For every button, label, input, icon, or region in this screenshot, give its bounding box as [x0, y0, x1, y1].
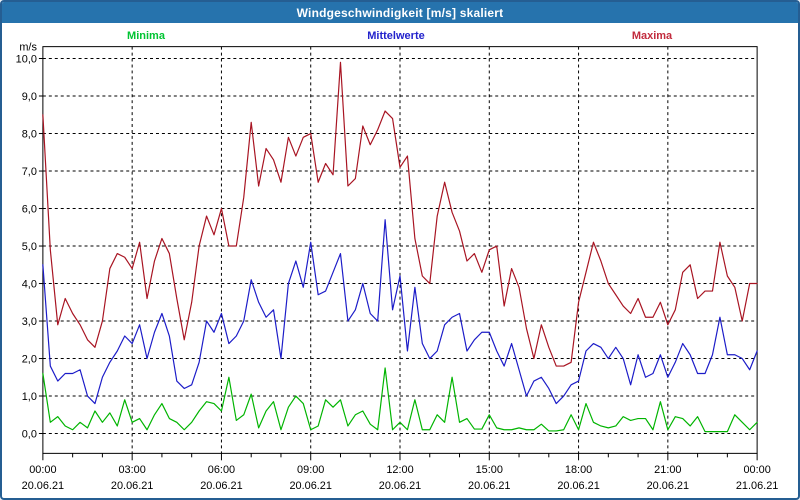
y-tick-label: 7,0: [22, 166, 37, 178]
y-tick-label: 2,0: [22, 353, 37, 365]
x-tick-date-label: 20.06.21: [379, 480, 421, 492]
legend-label-maxima: Maxima: [631, 30, 673, 42]
legend-label-minima: Minima: [127, 30, 165, 42]
series-line-mittelwerte: [42, 219, 758, 405]
y-tick-label: 6,0: [22, 204, 37, 216]
titlebar: Windgeschwindigkeit [m/s] skaliert: [2, 2, 798, 23]
x-tick-date-label: 20.06.21: [557, 480, 599, 492]
y-tick-label: 0,0: [22, 428, 37, 440]
x-tick-time-label: 06:00: [208, 464, 235, 476]
y-tick-label: 8,0: [22, 129, 37, 141]
x-tick-time-label: 00:00: [743, 464, 770, 476]
y-tick-label: 10,0: [16, 54, 37, 66]
x-tick-date-label: 20.06.21: [22, 480, 64, 492]
x-tick-date-label: 20.06.21: [289, 480, 331, 492]
x-tick-time-label: 12:00: [386, 464, 413, 476]
x-tick-date-label: 20.06.21: [647, 480, 689, 492]
series-line-maxima: [42, 61, 758, 367]
y-tick-label: 9,0: [22, 91, 37, 103]
legend-label-mittelwerte: Mittelwerte: [367, 30, 425, 42]
y-tick-label: 1,0: [22, 391, 37, 403]
series-line-minima: [42, 367, 758, 433]
y-tick-label: 5,0: [22, 241, 37, 253]
y-tick-label: 4,0: [22, 278, 37, 290]
plot-border: [42, 46, 758, 454]
page-title: Windgeschwindigkeit [m/s] skaliert: [296, 5, 504, 20]
x-tick-time-label: 09:00: [297, 464, 324, 476]
x-tick-time-label: 00:00: [29, 464, 56, 476]
y-axis-unit-label: m/s: [19, 42, 37, 54]
x-tick-time-label: 18:00: [565, 464, 592, 476]
x-tick-date-label: 20.06.21: [200, 480, 242, 492]
x-tick-date-label: 21.06.21: [736, 480, 778, 492]
x-tick-date-label: 20.06.21: [111, 480, 153, 492]
x-tick-time-label: 15:00: [476, 464, 503, 476]
chart-legend: Minima Mittelwerte Maxima: [2, 24, 798, 42]
y-tick-label: 3,0: [22, 316, 37, 328]
x-tick-time-label: 03:00: [119, 464, 146, 476]
x-tick-time-label: 21:00: [654, 464, 681, 476]
x-tick-date-label: 20.06.21: [468, 480, 510, 492]
